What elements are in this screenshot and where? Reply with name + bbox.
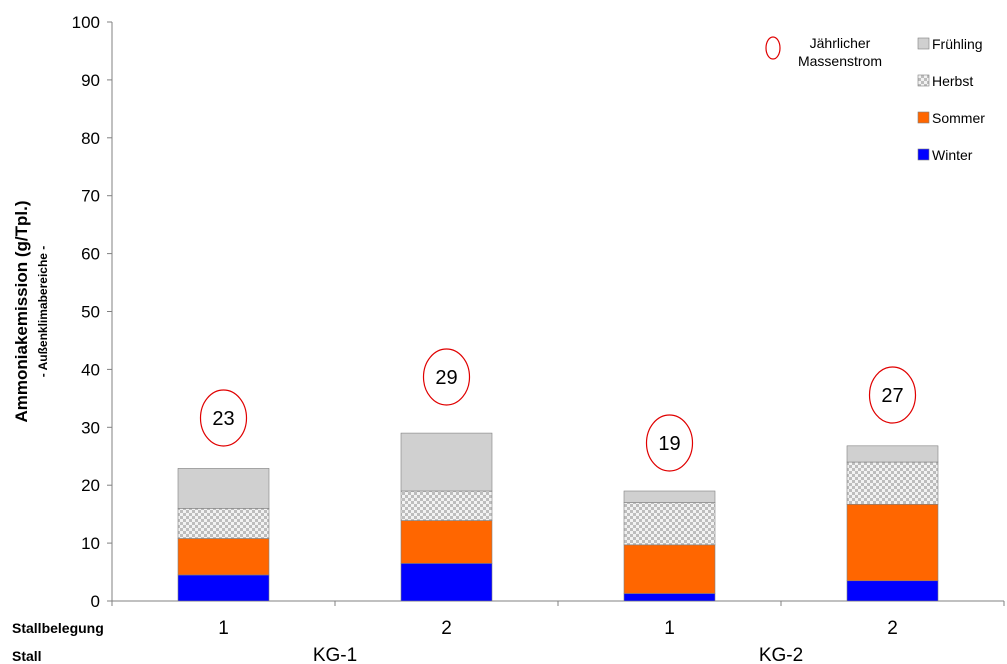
total-label: 27 <box>881 385 903 407</box>
legend-total-label-line1: Jährlicher <box>810 35 871 51</box>
x-group-label: KG-2 <box>759 645 803 664</box>
bar-winter-2 <box>400 563 493 602</box>
y-tick-label: 50 <box>81 303 100 322</box>
legend-swatch-3 <box>917 148 930 161</box>
y-tick-label: 100 <box>72 13 100 32</box>
total-label: 19 <box>658 433 680 455</box>
y-tick-label: 10 <box>81 534 100 553</box>
total-marker-ellipse <box>868 366 917 424</box>
legend-total-label-line2: Massenstrom <box>798 53 882 69</box>
legend-total-marker-icon <box>765 36 781 60</box>
legend-label: Frühling <box>932 36 983 52</box>
bars <box>177 432 939 602</box>
bar-herbst-3 <box>623 502 716 546</box>
legend-label: Winter <box>932 147 973 163</box>
x-category-label: 1 <box>664 618 675 639</box>
total-marker-ellipse <box>199 389 248 447</box>
bar-winter-1 <box>177 574 270 602</box>
row-label-stallbelegung: Stallbelegung <box>12 620 104 636</box>
total-marker-ellipse <box>422 348 471 406</box>
bar-frhling-3 <box>623 490 716 503</box>
y-axis-title: Ammoniakemission (g/Tpl.) <box>12 201 31 423</box>
legend-label: Sommer <box>932 110 985 126</box>
y-tick-label: 20 <box>81 476 100 495</box>
y-tick-label: 30 <box>81 418 100 437</box>
category-labels: 1 2 1 2 KG-1 KG-2 Stallbelegung Stall <box>12 618 898 664</box>
bar-winter-3 <box>623 593 716 602</box>
x-category-label: 2 <box>441 618 452 639</box>
x-category-label: 1 <box>218 618 229 639</box>
bar-herbst-4 <box>846 461 939 505</box>
bar-sommer-2 <box>400 520 493 564</box>
bar-sommer-3 <box>623 544 716 594</box>
total-label: 29 <box>435 367 457 389</box>
bar-herbst-1 <box>177 508 270 539</box>
legend-swatch-2 <box>917 111 930 124</box>
bar-frhling-2 <box>400 432 493 492</box>
y-tick-label: 70 <box>81 187 100 206</box>
legend: Jährlicher Massenstrom Frühling Herbst Somme… <box>765 35 985 163</box>
legend-swatch-1 <box>917 74 930 87</box>
legend-label: Herbst <box>932 73 973 89</box>
y-tick-label: 80 <box>81 129 100 148</box>
bar-sommer-1 <box>177 538 270 576</box>
axes: 0 10 20 30 40 50 60 70 80 90 100 Ammoniakemission (… <box>12 13 1005 611</box>
total-markers: 23 29 19 27 <box>199 348 917 472</box>
y-tick-label: 60 <box>81 245 100 264</box>
x-category-label: 2 <box>887 618 898 639</box>
y-tick-label: 90 <box>81 71 100 90</box>
y-axis-subtitle: - Außenklimabereiche - <box>36 246 50 378</box>
bar-frhling-1 <box>177 468 270 509</box>
bar-winter-4 <box>846 580 939 602</box>
bar-sommer-4 <box>846 504 939 582</box>
y-tick-label: 40 <box>81 360 100 379</box>
total-label: 23 <box>212 408 234 430</box>
row-label-stall: Stall <box>12 648 42 664</box>
legend-swatch-0 <box>917 37 930 50</box>
bar-herbst-2 <box>400 490 493 521</box>
y-tick-label: 0 <box>91 592 100 611</box>
x-group-label: KG-1 <box>313 645 357 664</box>
bar-frhling-4 <box>846 445 939 463</box>
total-marker-ellipse <box>645 414 694 472</box>
